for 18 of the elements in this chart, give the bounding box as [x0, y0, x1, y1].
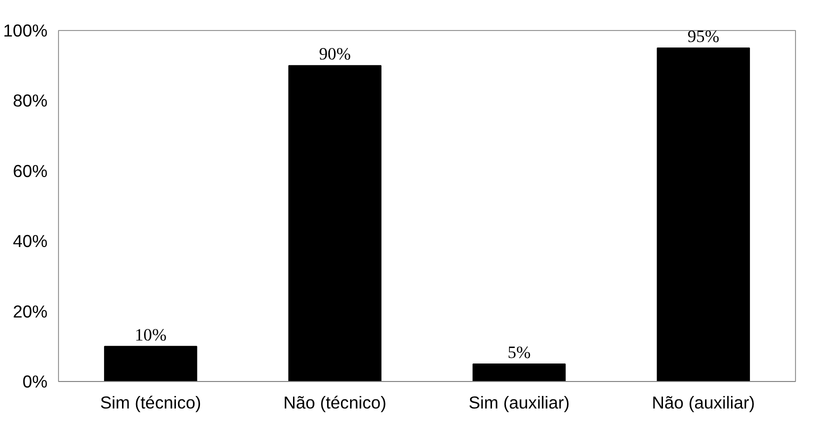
x-tick-label: Sim (auxiliar) — [468, 392, 570, 412]
bar — [656, 48, 750, 382]
data-label: 90% — [318, 44, 351, 64]
data-label: 10% — [134, 325, 167, 344]
x-tick-label: Sim (técnico) — [100, 392, 202, 412]
y-tick-label: 80% — [12, 90, 48, 111]
y-tick-label: 60% — [12, 160, 48, 181]
bar — [288, 65, 382, 382]
y-tick-label: 100% — [3, 20, 48, 40]
y-tick-label: 40% — [12, 231, 48, 252]
bar — [472, 363, 566, 382]
bar — [104, 346, 198, 382]
y-tick-label: 0% — [22, 372, 48, 392]
x-tick-label: Não (auxiliar) — [652, 392, 755, 412]
y-tick-label: 20% — [12, 301, 48, 322]
data-label: 5% — [508, 342, 531, 362]
x-tick-label: Não (técnico) — [283, 392, 386, 412]
data-label: 95% — [687, 27, 720, 46]
